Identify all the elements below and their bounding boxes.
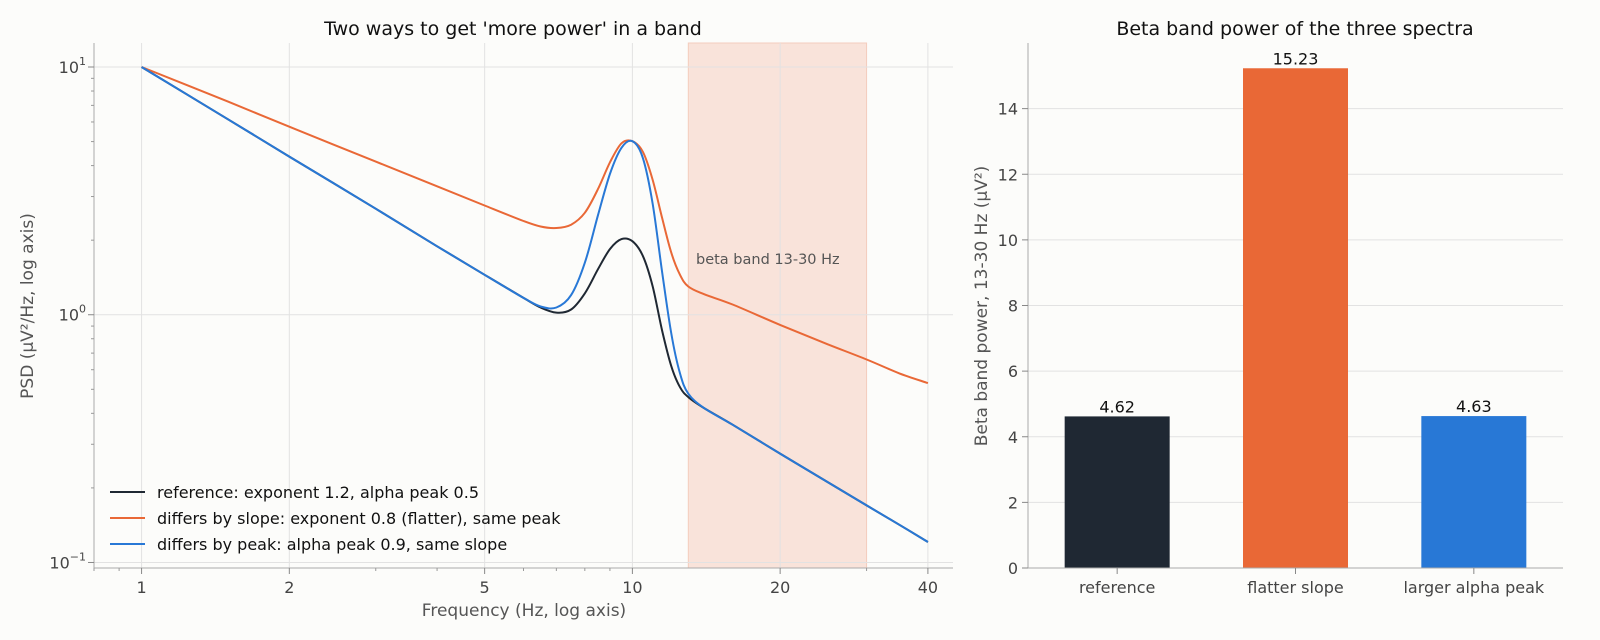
y-tick-label: 10−1 bbox=[49, 550, 86, 572]
bar-value-label-reference: 4.62 bbox=[1099, 397, 1135, 416]
bar-y-tick-label-12: 12 bbox=[998, 165, 1018, 184]
bar-larger-alpha-peak bbox=[1421, 416, 1527, 568]
bar-y-tick-label-2: 2 bbox=[1008, 493, 1018, 512]
bar-group: 4.62 15.23 4.63 bbox=[1064, 49, 1527, 568]
x-tick-label-20: 20 bbox=[770, 578, 790, 597]
x-tick-label-40: 40 bbox=[918, 578, 938, 597]
bar-y-axis-label: Beta band power, 13-30 Hz (µV²) bbox=[972, 166, 992, 447]
beta-band-shading bbox=[687, 42, 868, 569]
psd-x-axis-label: Frequency (Hz, log axis) bbox=[422, 601, 626, 621]
bar-flatter-slope bbox=[1243, 68, 1348, 568]
beta-band-annotation: beta band 13-30 Hz bbox=[696, 252, 840, 268]
x-tick-label-1: 1 bbox=[136, 578, 146, 597]
bar-category-label-flatter-slope: flatter slope bbox=[1247, 578, 1344, 597]
y-tick-label: 101 bbox=[59, 55, 86, 77]
psd-y-axis-label: PSD (µV²/Hz, log axis) bbox=[18, 213, 38, 399]
series-line-2 bbox=[141, 66, 929, 385]
bar-category-label-larger-alpha-peak: larger alpha peak bbox=[1403, 578, 1544, 597]
bar-y-tick-label-10: 10 bbox=[998, 231, 1018, 250]
x-tick-label-5: 5 bbox=[480, 578, 490, 597]
legend-label-1: reference: exponent 1.2, alpha peak 0.5 bbox=[157, 483, 479, 502]
y-tick-label: 100 bbox=[59, 303, 86, 325]
bar-value-label-larger-alpha-peak: 4.63 bbox=[1456, 397, 1492, 416]
x-tick-label-2: 2 bbox=[284, 578, 294, 597]
bar-y-tick-label-0: 0 bbox=[1008, 559, 1018, 578]
bar-y-tick-label-8: 8 bbox=[1008, 297, 1018, 316]
bar-y-tick-label-6: 6 bbox=[1008, 362, 1018, 381]
legend-label-3: differs by peak: alpha peak 0.9, same sl… bbox=[157, 535, 507, 554]
psd-legend: reference: exponent 1.2, alpha peak 0.5 d… bbox=[110, 483, 561, 554]
psd-grid bbox=[94, 43, 953, 568]
bar-reference bbox=[1064, 416, 1170, 568]
series-line-3 bbox=[141, 66, 929, 543]
bar-category-label-reference: reference bbox=[1079, 578, 1155, 597]
bar-axes: 0 2 4 6 8 10 12 14 reference flatter slope larger … bbox=[998, 43, 1563, 597]
beta-power-bar-chart: Beta band power of the three spectra 4.6… bbox=[972, 18, 1563, 597]
psd-axes: 1 2 5 10 20 40 101 100 10−1 bbox=[49, 43, 953, 597]
psd-chart-title: Two ways to get 'more power' in a band bbox=[323, 18, 702, 40]
psd-series-group bbox=[141, 66, 929, 543]
psd-line-chart: Two ways to get 'more power' in a band 1… bbox=[18, 18, 953, 621]
x-tick-label-10: 10 bbox=[622, 578, 642, 597]
bar-y-tick-label-4: 4 bbox=[1008, 428, 1018, 447]
legend-label-2: differs by slope: exponent 0.8 (flatter)… bbox=[157, 509, 561, 528]
bar-value-label-flatter-slope: 15.23 bbox=[1273, 49, 1319, 68]
bar-chart-title: Beta band power of the three spectra bbox=[1116, 18, 1473, 40]
bar-y-tick-label-14: 14 bbox=[998, 100, 1018, 119]
beta-band-shading-group bbox=[687, 42, 868, 569]
